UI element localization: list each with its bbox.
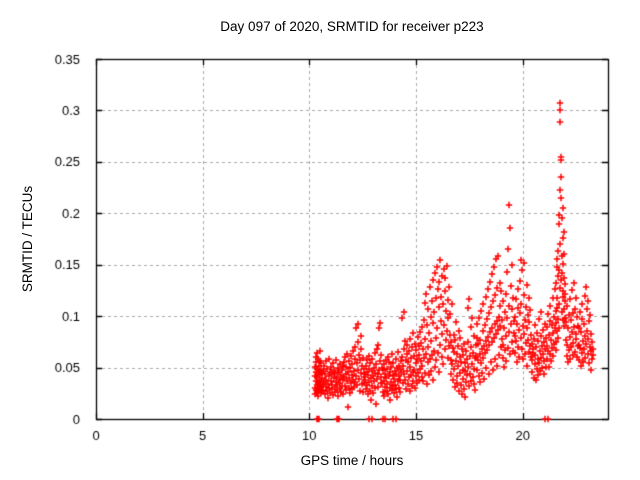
chart-title: Day 097 of 2020, SRMTID for receiver p22… <box>220 19 484 34</box>
y-axis-label: SRMTID / TECUs <box>20 185 35 293</box>
x-axis-label: GPS time / hours <box>300 453 404 468</box>
